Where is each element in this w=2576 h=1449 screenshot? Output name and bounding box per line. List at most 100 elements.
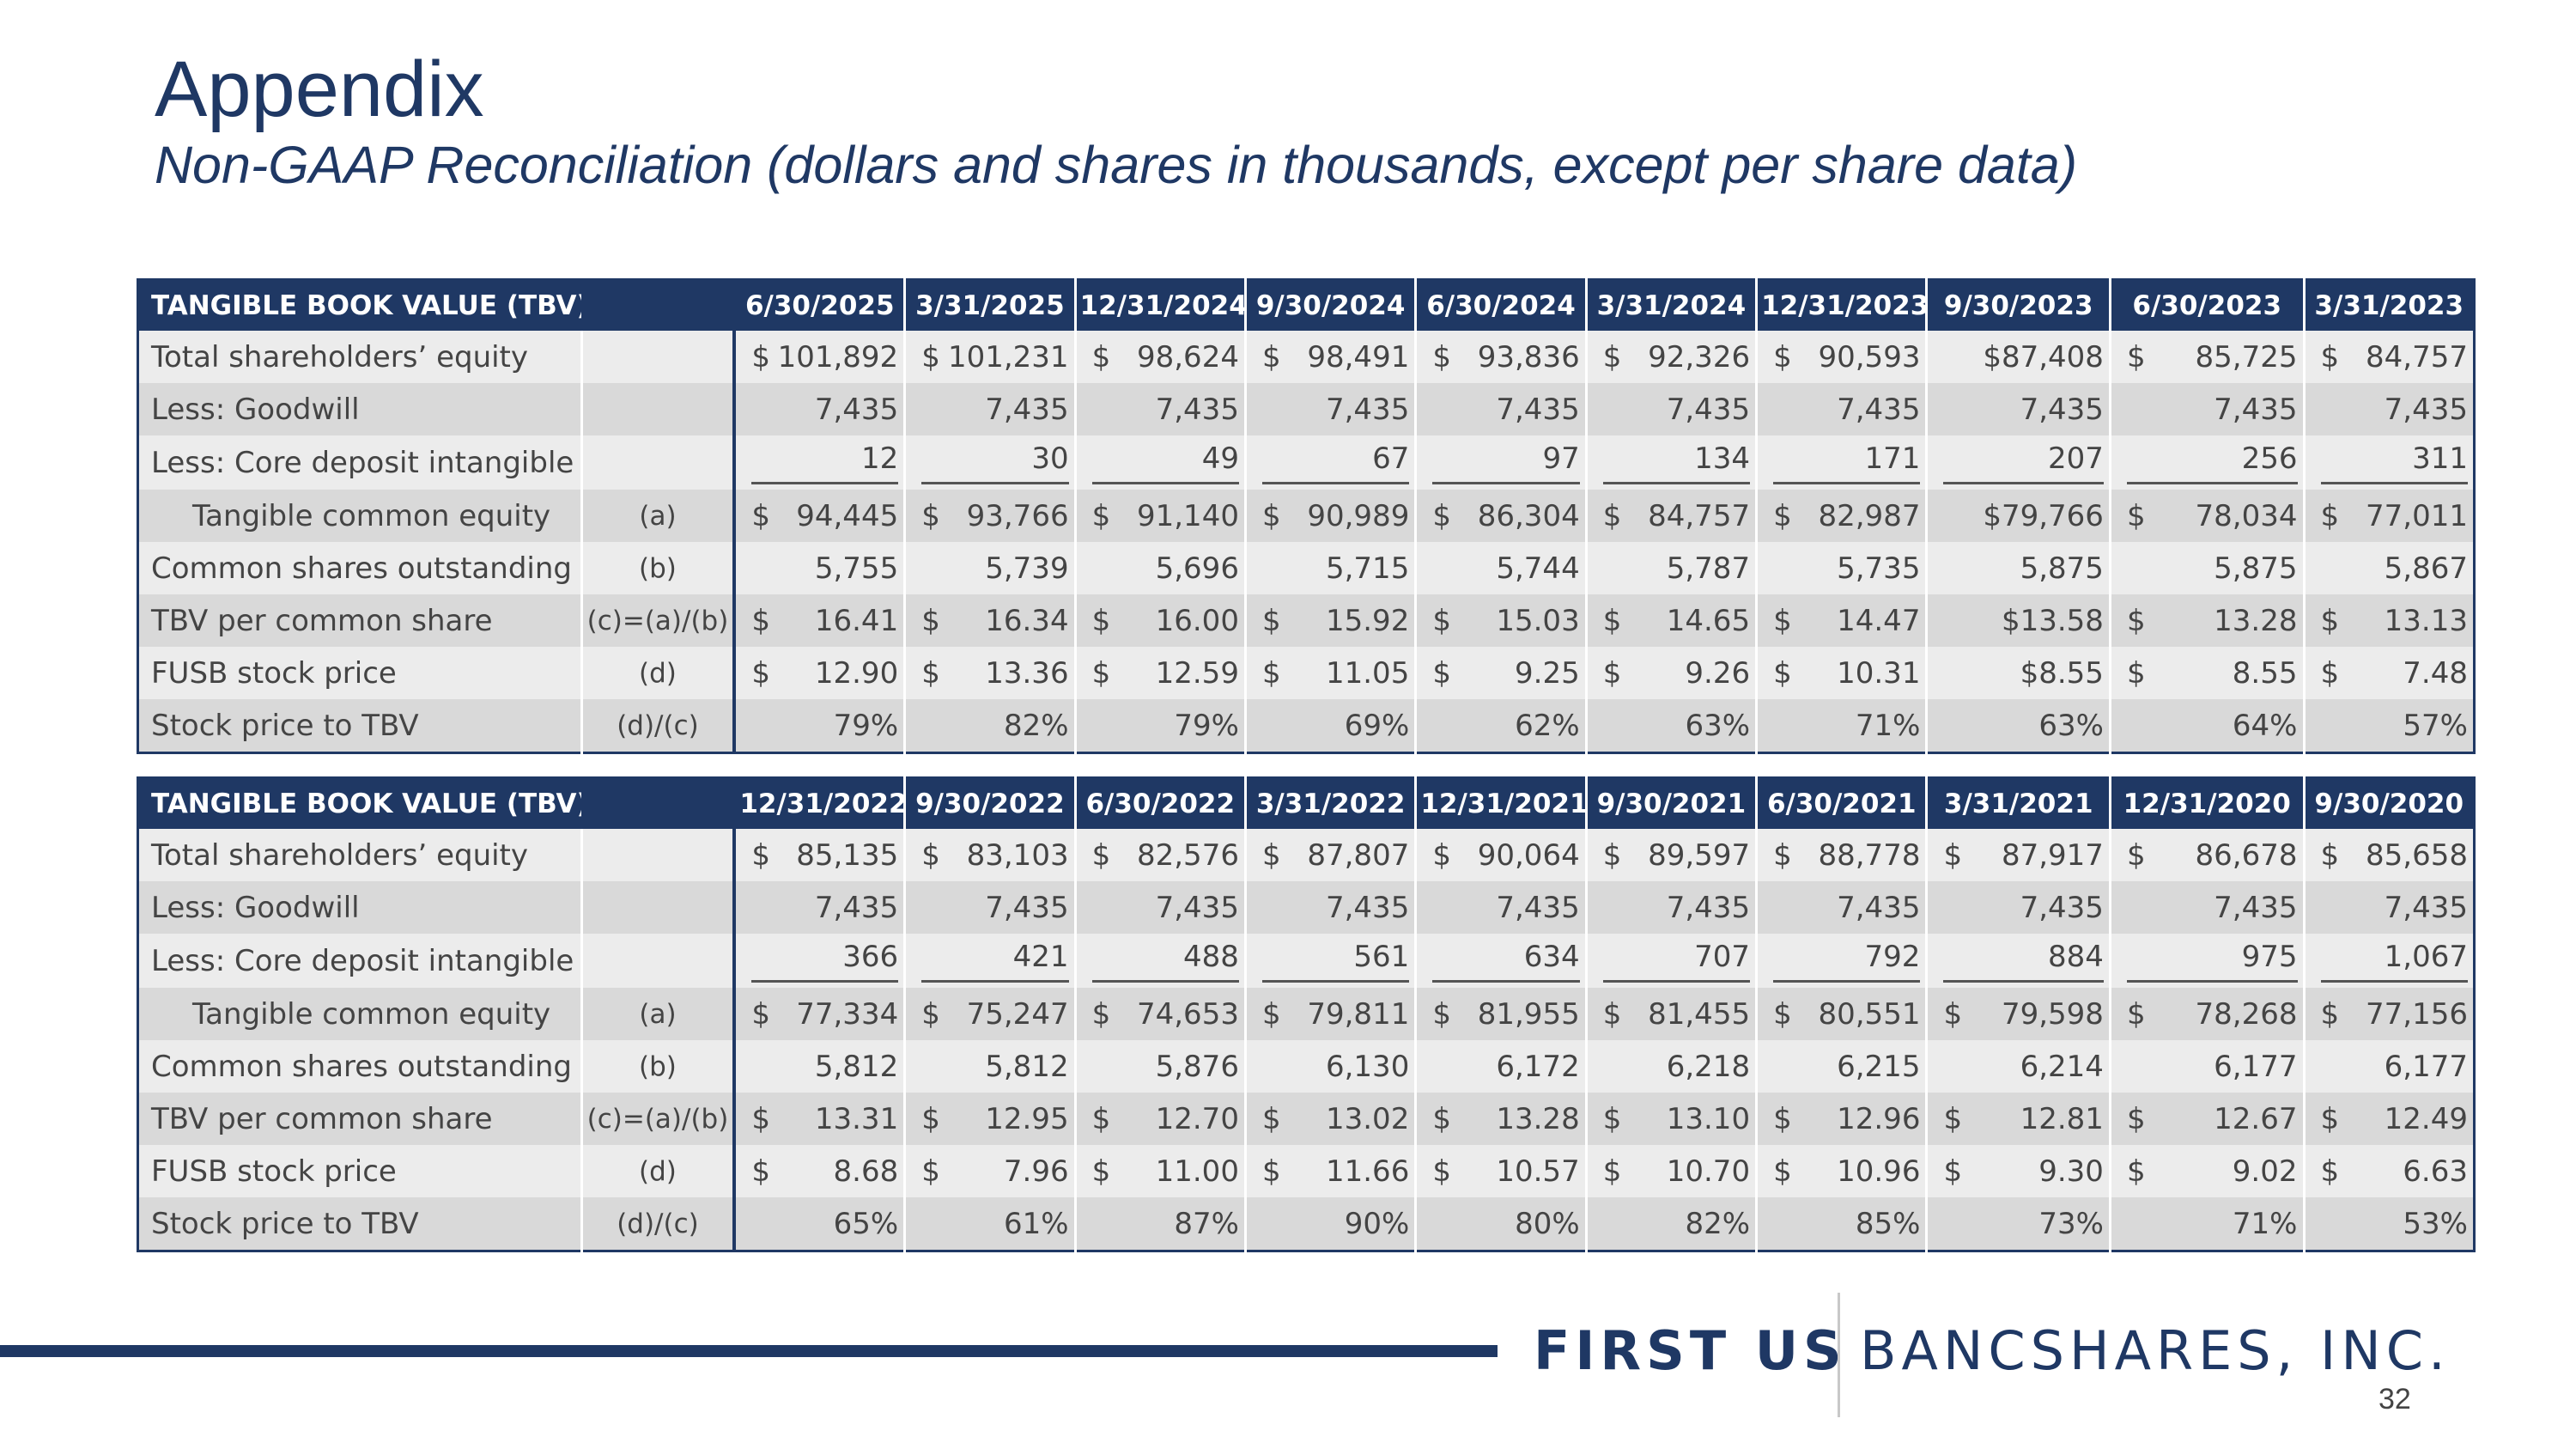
currency-symbol: $ xyxy=(1432,837,1451,873)
value-number: 884 xyxy=(2048,940,2104,974)
page-subtitle: Non-GAAP Reconciliation (dollars and sha… xyxy=(155,136,2078,194)
value-cell: $81,955 xyxy=(1414,988,1587,1040)
value-number: 7,435 xyxy=(1155,890,1239,925)
table-row: Stock price to TBV (d)/(c) 79% 82% 79% 69% 62%… xyxy=(137,699,2475,753)
value-cell: $90,989 xyxy=(1243,490,1416,542)
value-number: 7,435 xyxy=(1325,890,1410,925)
value-number: 5,744 xyxy=(1496,551,1580,586)
value-number: 975 xyxy=(2241,940,2298,974)
value-number: 79% xyxy=(833,708,899,743)
currency-symbol: $ xyxy=(2320,339,2340,374)
table-row: FUSB stock price (d) $8.68 $7.96 $11.00 $11.6… xyxy=(137,1145,2475,1197)
value-cell: $86,304 xyxy=(1414,490,1587,542)
value-number: 15.03 xyxy=(1496,603,1580,638)
value-cell: 80% xyxy=(1414,1197,1587,1251)
value-cell: 7,435 xyxy=(1755,383,1927,435)
value-cell: 561 xyxy=(1243,934,1416,988)
value-cell: 792 xyxy=(1755,934,1927,988)
value-cell: $15.92 xyxy=(1243,594,1416,647)
row-formula: (c)=(a)/(b) xyxy=(580,594,735,647)
row-label: FUSB stock price xyxy=(137,1145,582,1197)
value-number: 98,624 xyxy=(1136,339,1239,374)
value-number: 82,987 xyxy=(1818,498,1921,533)
value-cell: 5,735 xyxy=(1755,542,1927,594)
value-number: 207 xyxy=(2048,441,2104,476)
currency-symbol: $ xyxy=(1943,837,1963,873)
value-number: 8.55 xyxy=(2232,655,2298,691)
row-label: FUSB stock price xyxy=(137,647,582,699)
value-number: 87,807 xyxy=(1307,837,1410,873)
row-label: Tangible common equity xyxy=(137,490,582,542)
value-cell: 79% xyxy=(1073,699,1246,753)
value-number: 13.10 xyxy=(1666,1101,1751,1136)
value-cell: 1,067 xyxy=(2302,934,2475,988)
value-cell: $13.31 xyxy=(732,1093,905,1145)
currency-symbol: $ xyxy=(2320,837,2340,873)
currency-symbol: $ xyxy=(1261,1101,1281,1136)
value-cell: 7,435 xyxy=(1925,881,2111,934)
value-cell: $87,408 xyxy=(1925,331,2111,383)
value-cell: $98,624 xyxy=(1073,331,1246,383)
currency-symbol: $ xyxy=(1261,498,1281,533)
value-number: 7,435 xyxy=(2214,890,2298,925)
currency-symbol: $ xyxy=(1261,1154,1281,1189)
value-cell: 7,435 xyxy=(1584,881,1757,934)
value-cell: 79% xyxy=(732,699,905,753)
value-cell: 82% xyxy=(1584,1197,1757,1251)
period-header: 12/31/2022 xyxy=(732,777,905,829)
currency-symbol: $ xyxy=(1943,996,1963,1032)
value-number: 90% xyxy=(1344,1206,1410,1241)
currency-symbol: $ xyxy=(751,339,770,374)
value-cell: $14.47 xyxy=(1755,594,1927,647)
currency-symbol: $ xyxy=(1261,996,1281,1032)
value-cell: 5,787 xyxy=(1584,542,1757,594)
value-cell: 7,435 xyxy=(1584,383,1757,435)
period-header: 3/31/2025 xyxy=(903,279,1076,331)
value-cell: 64% xyxy=(2108,699,2304,753)
value-number: 84,757 xyxy=(2366,339,2468,374)
currency-symbol: $ xyxy=(751,1101,770,1136)
value-cell: $7.96 xyxy=(903,1145,1076,1197)
value-cell: $82,987 xyxy=(1755,490,1927,542)
currency-symbol: $ xyxy=(1261,603,1281,638)
value-number: 6,214 xyxy=(2020,1049,2104,1084)
value-number: 94,445 xyxy=(796,498,899,533)
row-formula: (d)/(c) xyxy=(580,699,735,753)
value-cell: 884 xyxy=(1925,934,2111,988)
value-number: 85% xyxy=(1855,1206,1921,1241)
table-header-label: TANGIBLE BOOK VALUE (TBV) xyxy=(137,279,582,331)
value-cell: $10.70 xyxy=(1584,1145,1757,1197)
value-number: 9.25 xyxy=(1515,655,1580,691)
row-label: Common shares outstanding xyxy=(137,542,582,594)
value-cell: $85,135 xyxy=(732,829,905,881)
value-number: 12.95 xyxy=(985,1101,1069,1136)
value-cell: 69% xyxy=(1243,699,1416,753)
value-cell: 5,812 xyxy=(903,1040,1076,1093)
value-number: 53% xyxy=(2403,1206,2468,1241)
value-cell: $90,593 xyxy=(1755,331,1927,383)
value-cell: 6,218 xyxy=(1584,1040,1757,1093)
row-label: Less: Goodwill xyxy=(137,383,582,435)
value-number: 7,435 xyxy=(814,392,899,427)
value-cell: 366 xyxy=(732,934,905,988)
value-number: 5,812 xyxy=(814,1049,899,1084)
currency-symbol: $ xyxy=(1773,837,1792,873)
value-cell: 5,715 xyxy=(1243,542,1416,594)
value-cell: 7,435 xyxy=(1755,881,1927,934)
value-number: 79,811 xyxy=(1307,996,1410,1032)
currency-symbol: $ xyxy=(1773,603,1792,638)
value-number: 65% xyxy=(833,1206,899,1241)
logo-divider xyxy=(1838,1293,1840,1417)
table-row: Common shares outstanding (b) 5,812 5,812 5,… xyxy=(137,1040,2475,1093)
value-number: 79% xyxy=(1174,708,1239,743)
value-number: 7,435 xyxy=(1666,392,1751,427)
value-cell: 7,435 xyxy=(1073,881,1246,934)
value-cell: 707 xyxy=(1584,934,1757,988)
currency-symbol: $ xyxy=(921,655,940,691)
value-cell: $75,247 xyxy=(903,988,1076,1040)
currency-symbol: $ xyxy=(921,996,940,1032)
value-cell: 7,435 xyxy=(903,881,1076,934)
value-number: 13.02 xyxy=(1325,1101,1410,1136)
page-number: 32 xyxy=(2379,1383,2411,1416)
currency-symbol: $ xyxy=(2320,603,2340,638)
